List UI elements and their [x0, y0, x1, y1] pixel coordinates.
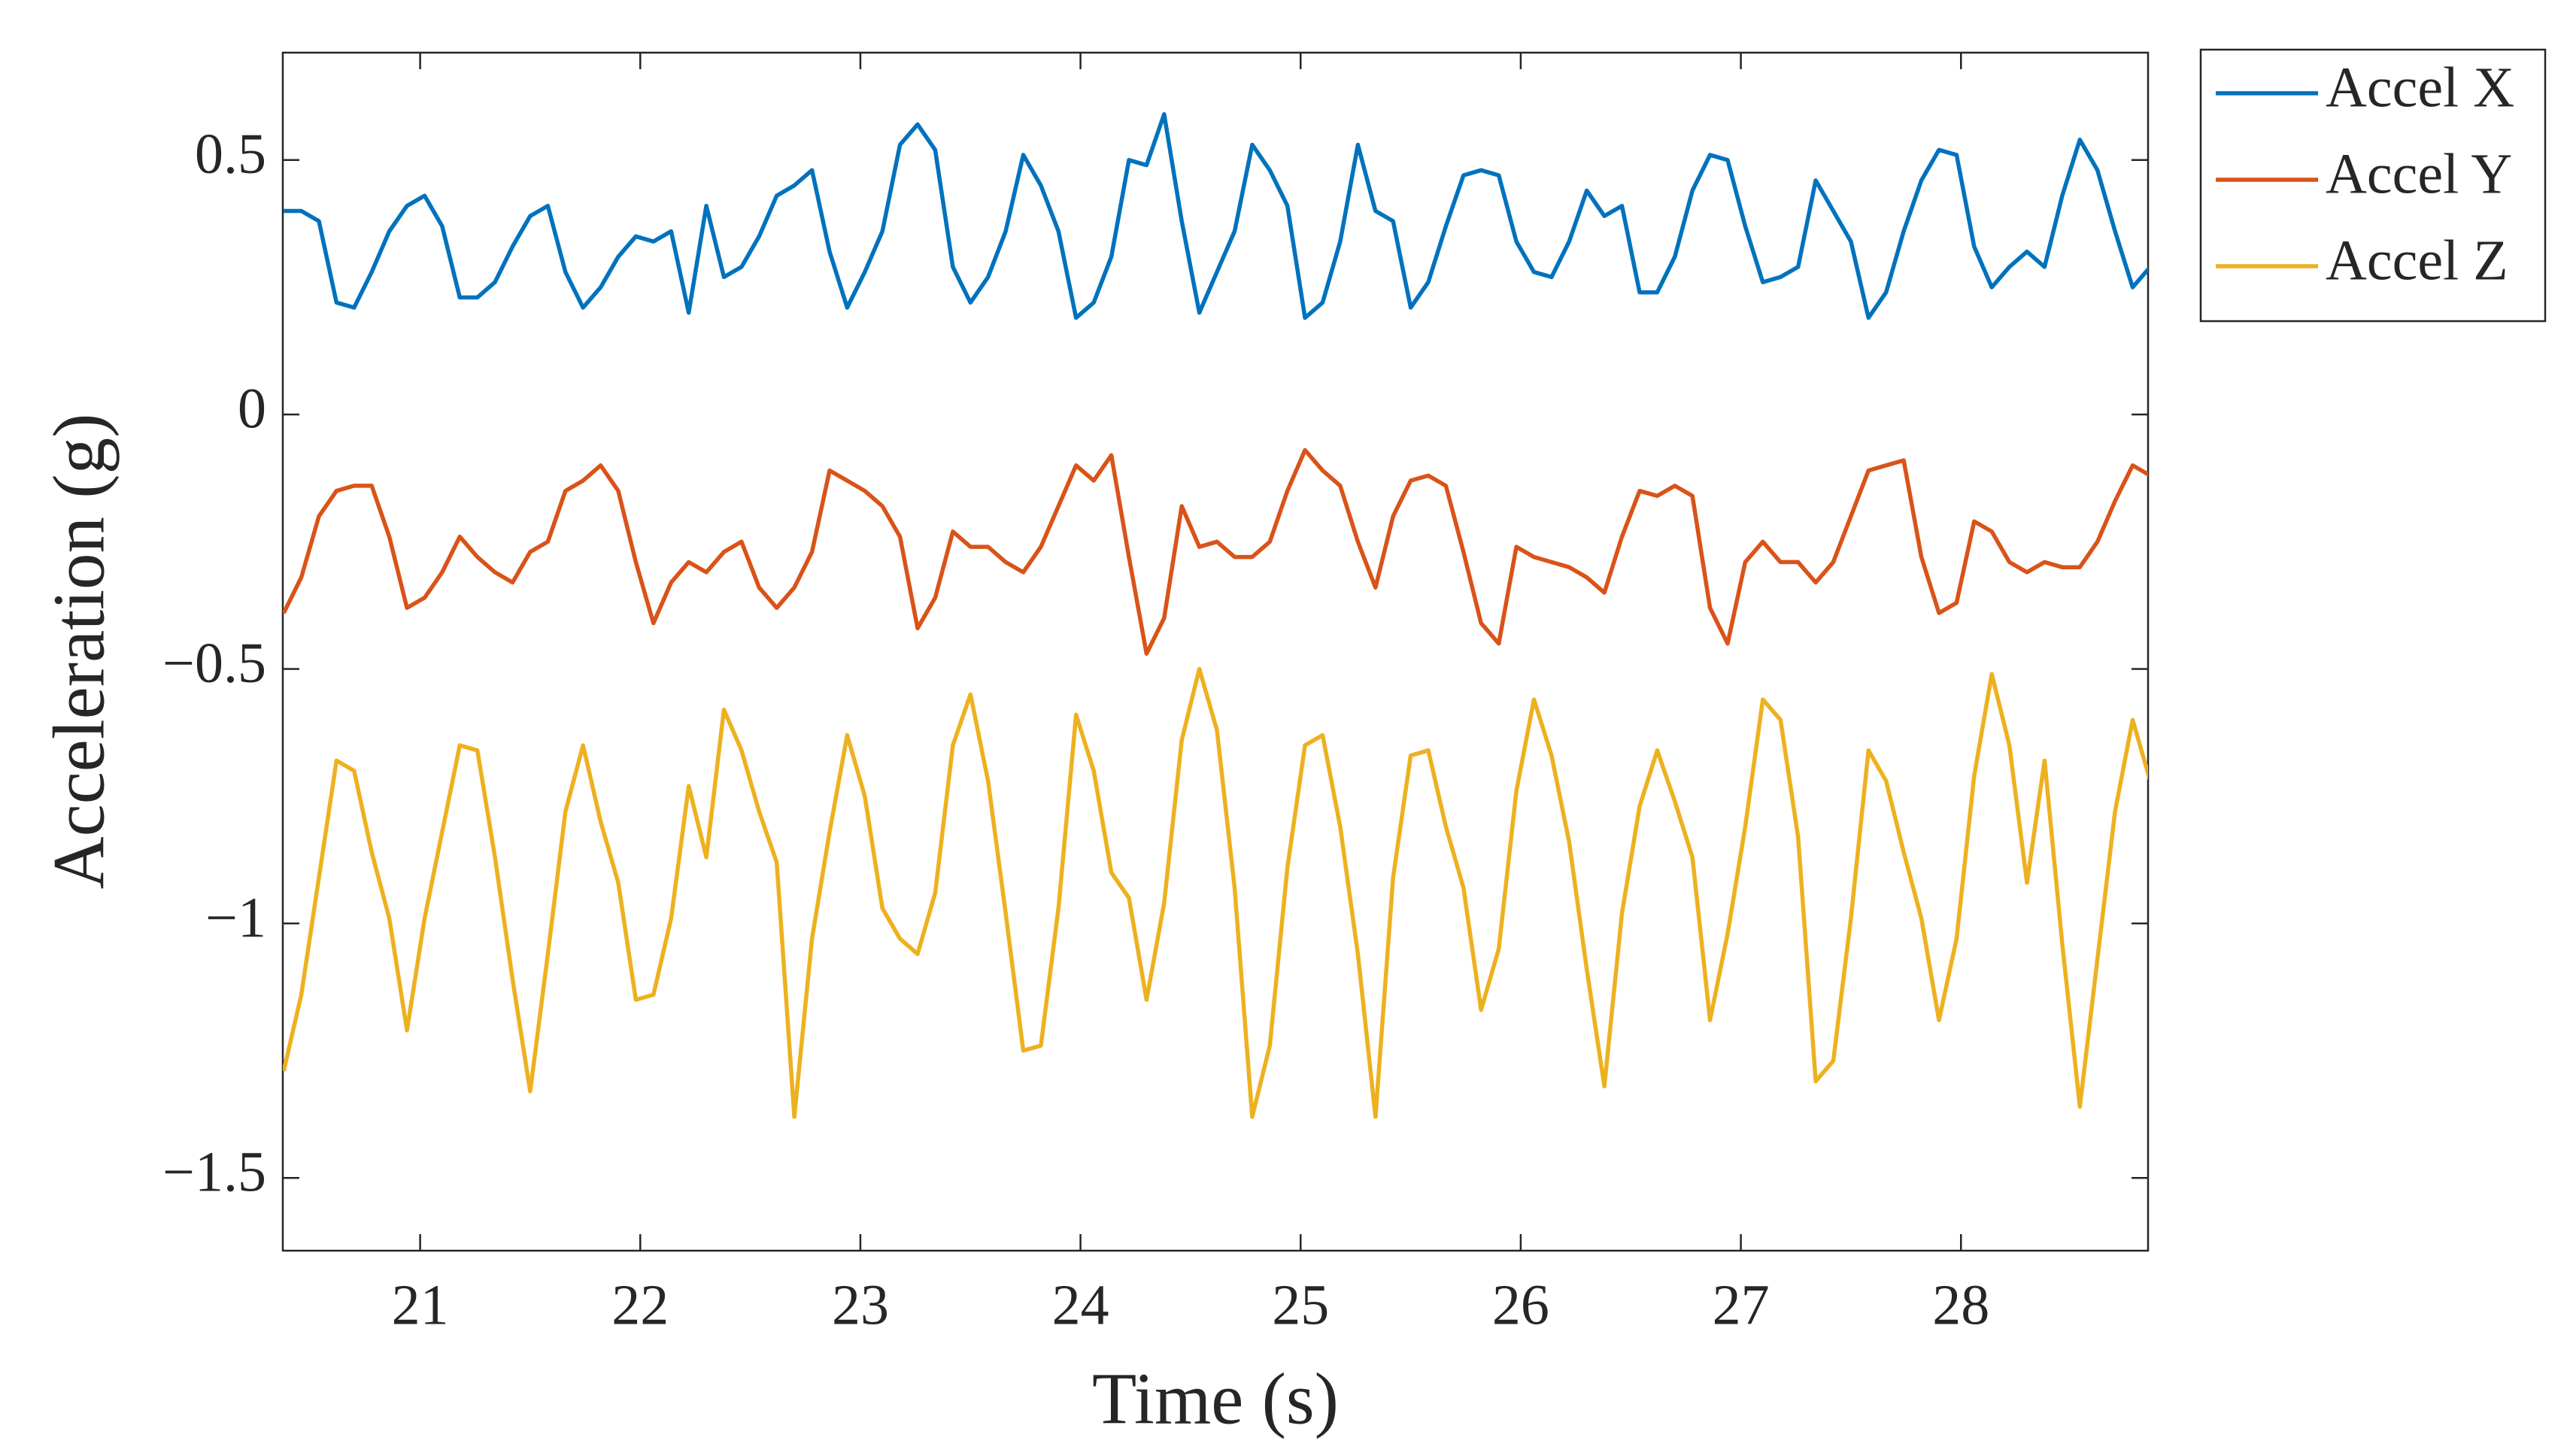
x-tick-label: 26	[1492, 1273, 1549, 1336]
y-axis-label: Acceleration (g)	[38, 414, 119, 890]
x-tick-label: 27	[1713, 1273, 1770, 1336]
y-tick-label: −1	[205, 886, 266, 949]
x-tick-label: 23	[832, 1273, 889, 1336]
legend-label: Accel X	[2326, 56, 2514, 119]
legend-label: Accel Y	[2326, 142, 2512, 205]
x-tick-label: 25	[1272, 1273, 1329, 1336]
series-line	[283, 447, 2148, 656]
series-line	[284, 112, 2148, 320]
x-axis-label: Time (s)	[1092, 1358, 1339, 1439]
x-tick-label: 24	[1052, 1273, 1109, 1336]
plot-lines	[283, 112, 2148, 1119]
x-tick-label: 21	[392, 1273, 449, 1336]
legend-label: Accel Z	[2326, 229, 2508, 292]
y-tick-label: 0	[238, 378, 266, 441]
y-tick-label: −1.5	[162, 1141, 266, 1204]
y-tick-label: −0.5	[162, 632, 266, 695]
x-tick-label: 22	[611, 1273, 669, 1336]
plot-area	[281, 51, 2150, 1252]
y-tick-label: 0.5	[195, 123, 266, 186]
x-tick-label: 28	[1932, 1273, 1989, 1336]
series-line	[283, 666, 2148, 1119]
